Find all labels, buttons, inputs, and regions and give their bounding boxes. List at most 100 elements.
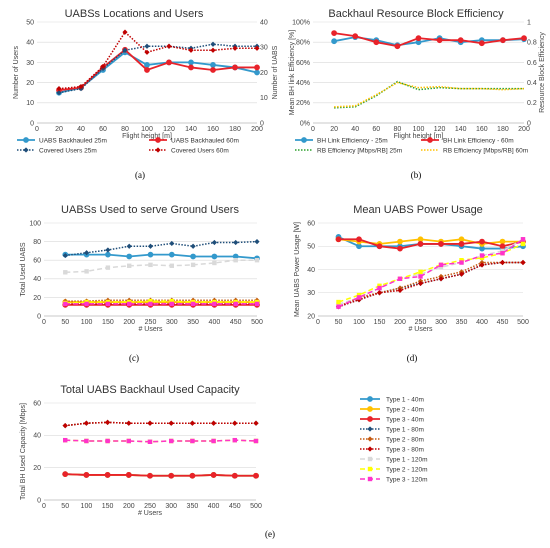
x-tick-label: 120: [163, 126, 175, 133]
data-point: [100, 63, 106, 70]
legend-label: UABS Backhauled 25m: [39, 137, 107, 144]
data-point: [105, 419, 111, 425]
chart-panel-b: 0% 20% 40% 60% 80% 100% 0 0.2 0.4 0.6 0.8 1 0 20 40 60 8…: [289, 8, 546, 180]
data-point: [459, 258, 464, 263]
data-point: [126, 438, 131, 444]
data-point: [127, 301, 132, 307]
series-line: [58, 30, 257, 90]
data-point: [126, 420, 132, 426]
data-point: [78, 84, 84, 90]
data-point: [211, 253, 218, 260]
data-point: [397, 276, 403, 281]
legend-marker: [367, 476, 373, 482]
y2-tick-label: 20: [260, 70, 268, 77]
data-point: [84, 250, 90, 256]
legend-label: Covered Users 25m: [39, 147, 97, 154]
x-tick-label: 500: [251, 319, 263, 326]
data-point: [254, 64, 260, 71]
panel-label: (c): [129, 353, 139, 363]
chart-legend: Type 1 - 40m Type 2 - 40m Type 3 - 40m Type…: [360, 396, 428, 483]
data-point: [233, 239, 239, 246]
data-point: [169, 298, 174, 304]
chart-title: Backhaul Resource Block Efficiency: [328, 8, 504, 20]
x-tick-label: 0: [35, 126, 39, 133]
panel-label: (a): [135, 170, 145, 180]
data-point: [148, 262, 153, 268]
x-axis-label: # Users: [408, 326, 433, 333]
legend-label: Type 3 - 120m: [386, 476, 428, 483]
data-point: [397, 287, 403, 294]
series-line: [58, 43, 257, 94]
y-tick-label: 80%: [296, 40, 310, 47]
y2-tick-label: 30: [260, 45, 268, 52]
x-tick-label: 200: [394, 319, 406, 326]
series-line: [334, 80, 524, 109]
x-tick-label: 50: [61, 319, 69, 326]
y-axis-label: Total BH Used Capacity [Mbps]: [20, 403, 27, 500]
series-type-3-120m: [63, 437, 259, 444]
x-tick-label: 180: [229, 126, 241, 133]
data-point: [63, 437, 68, 443]
y2-tick-label: 0.2: [527, 100, 537, 107]
data-point: [62, 423, 68, 429]
data-point: [83, 420, 89, 426]
x-tick-label: 400: [208, 503, 220, 510]
x-tick-label: 20: [330, 126, 338, 133]
data-point: [188, 47, 194, 53]
data-point: [418, 269, 423, 275]
x-tick-label: 200: [123, 503, 135, 510]
panel-label: (d): [407, 353, 418, 363]
data-point: [520, 237, 526, 242]
data-point: [232, 420, 238, 426]
series-line: [338, 243, 524, 303]
data-point: [479, 255, 485, 261]
data-point: [254, 69, 260, 76]
data-point: [210, 47, 216, 53]
data-point: [168, 420, 174, 426]
x-tick-label: 0: [42, 503, 46, 510]
data-point: [438, 264, 444, 270]
data-point: [438, 241, 444, 247]
series-line: [338, 238, 524, 250]
series-line: [58, 51, 258, 94]
x-tick-label: 100: [81, 319, 93, 326]
data-point: [166, 43, 172, 49]
x-tick-label: 80: [121, 126, 129, 133]
series-type-1-40m: [62, 251, 260, 262]
x-tick-label: 400: [209, 319, 221, 326]
y-axis-label: Mean BH link Efficiency [%]: [289, 30, 296, 116]
x-tick-label: 350: [456, 319, 468, 326]
y-tick-label: 40: [26, 40, 34, 47]
panel-label: (b): [411, 170, 422, 180]
y-tick-label: 100%: [292, 19, 310, 26]
x-tick-label: 300: [165, 503, 177, 510]
legend-label: Type 3 - 40m: [386, 416, 424, 423]
data-point: [232, 45, 238, 51]
data-point: [520, 259, 526, 266]
data-point: [479, 245, 485, 252]
y-tick-label: 30: [307, 290, 315, 297]
x-tick-label: 50: [335, 319, 343, 326]
data-point: [210, 472, 217, 478]
x-tick-label: 0: [42, 319, 46, 326]
legend-marker: [367, 396, 373, 402]
data-point: [253, 420, 259, 426]
data-point: [56, 86, 62, 92]
x-tick-label: 450: [229, 503, 241, 510]
legend-marker: [367, 466, 373, 472]
data-point: [169, 263, 174, 268]
x-tick-label: 40: [77, 126, 85, 133]
data-point: [127, 263, 132, 268]
x-tick-label: 100: [81, 503, 93, 510]
x-tick-label: 250: [145, 319, 157, 326]
legend-marker: [427, 137, 433, 143]
data-point: [144, 43, 150, 49]
data-point: [147, 251, 154, 258]
legend-label: BH Link Efficiency - 25m: [317, 137, 388, 144]
x-tick-label: 100: [141, 126, 153, 133]
x-tick-label: 180: [497, 126, 509, 133]
series-line: [58, 48, 257, 92]
data-point: [253, 472, 259, 479]
y2-tick-label: 0.8: [527, 40, 537, 47]
data-point: [336, 299, 341, 305]
